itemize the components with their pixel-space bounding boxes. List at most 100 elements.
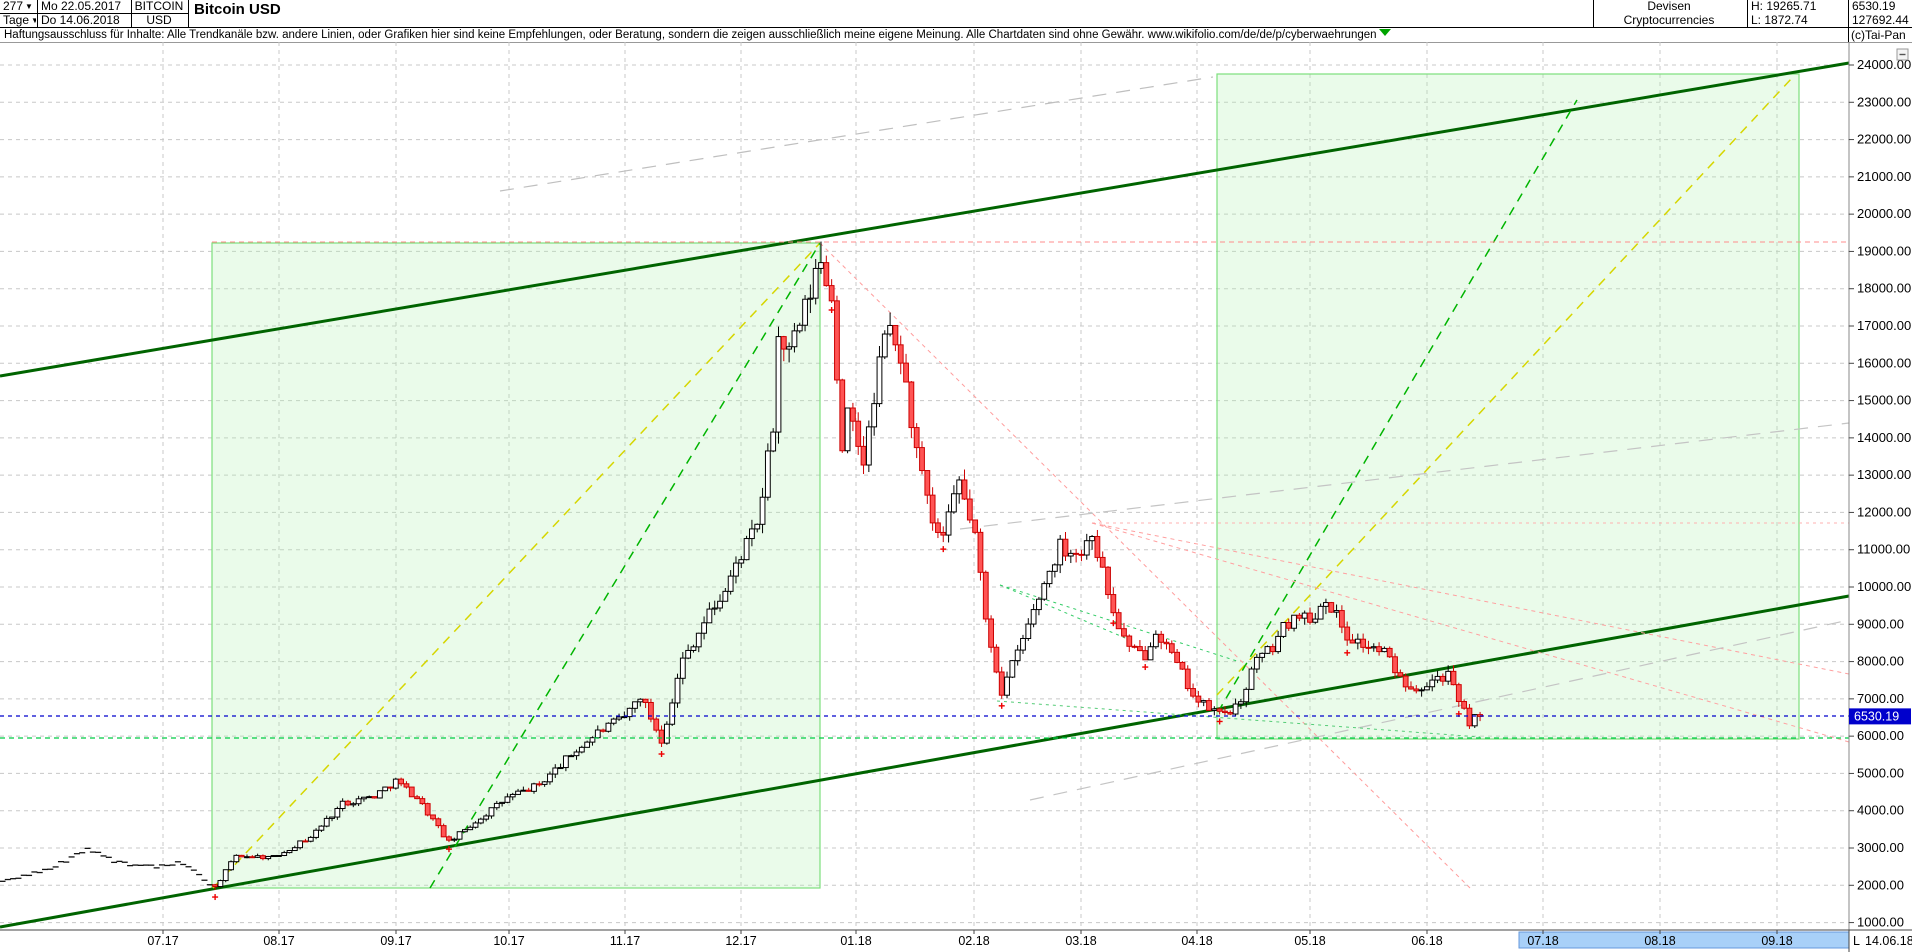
candle-body — [1344, 626, 1351, 641]
candle-body — [361, 796, 367, 800]
candle-body — [1439, 675, 1446, 682]
candle-body — [940, 531, 947, 536]
candle-body — [876, 356, 883, 405]
candle-body — [1365, 646, 1372, 649]
candle-body — [430, 814, 436, 820]
candle-body — [701, 622, 707, 634]
candle-body — [302, 840, 309, 843]
candle-body — [472, 822, 479, 828]
candle-body — [935, 522, 941, 533]
candle-body — [1413, 688, 1420, 692]
candle-body — [1004, 676, 1010, 696]
date-from[interactable]: Mo 22.05.2017 — [41, 0, 122, 13]
chart-title: Bitcoin USD — [194, 3, 281, 16]
candle-body — [1269, 646, 1276, 653]
x-axis-tick-label: 10.17 — [493, 934, 524, 948]
candle-body — [929, 494, 936, 524]
candle-body — [1168, 643, 1175, 653]
y-axis-tick-label: 13000.00 — [1857, 467, 1911, 482]
candle-body — [291, 847, 298, 852]
divider — [1848, 0, 1849, 42]
candle-body — [1275, 635, 1281, 653]
candlestick-chart: 1000.00 2000.00 3000.00 4000.00 5000.00 6000.… — [0, 42, 1912, 952]
candle-body — [1237, 701, 1244, 705]
candle-body — [717, 600, 723, 609]
candle-body — [605, 722, 612, 732]
candle-body — [222, 869, 229, 882]
candle-body — [1105, 566, 1111, 596]
candle-body — [1078, 553, 1085, 556]
candle-body — [1200, 700, 1207, 703]
candle-body — [988, 618, 994, 648]
candle-body — [1312, 618, 1319, 623]
high-value: H: 19265.71 — [1751, 0, 1817, 13]
candle-body — [297, 840, 304, 849]
candle-body — [1349, 639, 1356, 644]
candle-body — [488, 807, 495, 817]
candle-body — [972, 519, 979, 533]
candle-body — [1216, 708, 1223, 712]
candle-body — [637, 698, 644, 703]
candle-body — [323, 817, 330, 827]
candle-body — [435, 818, 442, 827]
candle-body — [1397, 672, 1404, 677]
y-axis-tick-label: 11000.00 — [1857, 542, 1910, 557]
candle-body — [1115, 612, 1122, 630]
candle-body — [1418, 689, 1425, 692]
candle-body — [557, 767, 564, 770]
candle-body — [1455, 684, 1462, 703]
bar-count-dropdown[interactable]: 277 ▼ — [3, 0, 33, 13]
candle-body — [462, 829, 468, 833]
candle-body — [855, 420, 862, 447]
candle-body — [1248, 668, 1255, 690]
candle-body — [685, 649, 692, 659]
candle-body — [679, 657, 686, 679]
candle-body — [1424, 686, 1430, 691]
candle-body — [1025, 623, 1032, 639]
candle-body — [903, 362, 909, 383]
candle-body — [1046, 570, 1053, 585]
candle-body — [451, 838, 458, 841]
candle-body — [1227, 712, 1234, 715]
candle-body — [1445, 670, 1452, 682]
date-to[interactable]: Do 14.06.2018 — [41, 14, 120, 27]
x-axis-tick-label: 08.18 — [1644, 934, 1675, 948]
candle-body — [919, 447, 925, 472]
candle-body — [706, 608, 713, 624]
y-axis-tick-label: 17000.00 — [1857, 318, 1911, 333]
candle-body — [695, 632, 702, 648]
candle-body — [1057, 538, 1064, 566]
candle-body — [1307, 612, 1313, 623]
candle-body — [1328, 602, 1335, 613]
candle-body — [1211, 708, 1218, 711]
candle-body — [1062, 538, 1069, 557]
candle-body — [1041, 583, 1048, 600]
candle-body — [924, 470, 931, 496]
candle-body — [1402, 675, 1409, 688]
candle-body — [786, 346, 793, 350]
candle-body — [1009, 660, 1016, 678]
chart-canvas[interactable]: 1000.00 2000.00 3000.00 4000.00 5000.00 6000.… — [0, 42, 1912, 952]
candle-body — [1083, 540, 1090, 556]
candle-body — [1466, 707, 1473, 727]
candle-body — [733, 562, 739, 577]
candle-body — [414, 796, 420, 800]
candle-body — [382, 786, 389, 792]
candle-body — [738, 559, 745, 564]
category-label: Cryptocurrencies — [1623, 14, 1715, 27]
candle-body — [616, 716, 622, 720]
candle-body — [578, 746, 585, 753]
x-axis-tick-label: 07.17 — [147, 934, 178, 948]
candle-body — [780, 336, 787, 350]
disclaimer-text: Haftungsausschluss für Inhalte: Alle Tre… — [4, 29, 1377, 41]
candle-body — [1429, 679, 1436, 688]
yellow-fan-left — [212, 242, 821, 889]
candle-body — [743, 538, 750, 561]
candle-body — [355, 798, 362, 805]
candle-body — [754, 523, 761, 530]
future-period-highlight — [1518, 931, 1850, 949]
candle-body — [812, 267, 819, 299]
y-axis-tick-label: 8000.00 — [1857, 654, 1904, 669]
candle-body — [584, 741, 591, 748]
period-dropdown[interactable]: Tage ▼ — [3, 14, 36, 27]
